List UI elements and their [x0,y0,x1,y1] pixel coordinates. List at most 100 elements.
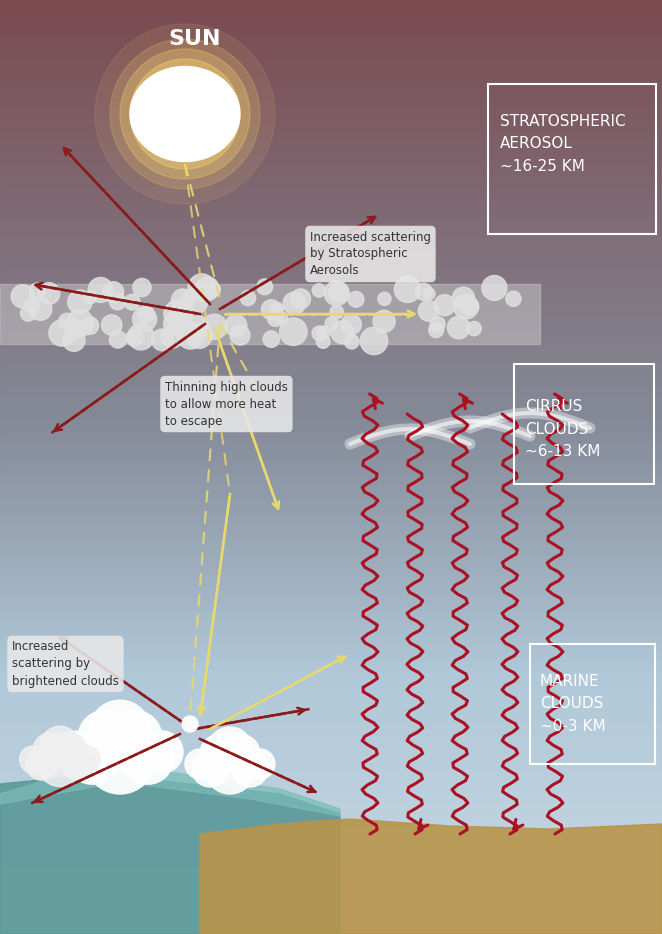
Bar [0,50,662,57]
Circle shape [312,284,326,297]
Circle shape [59,313,75,330]
Bar [0,46,662,52]
Circle shape [29,298,52,320]
Bar [0,321,662,328]
Bar [0,307,662,314]
Bar [0,886,662,893]
Bar [0,910,662,916]
Circle shape [38,742,83,786]
Bar [0,485,662,491]
Bar [0,461,662,468]
Bar [0,704,662,711]
Bar [0,130,662,136]
Bar [0,335,662,342]
Bar [0,555,662,561]
Bar [0,545,662,552]
Bar [0,8,662,15]
Bar [0,695,662,701]
Circle shape [177,322,204,349]
Bar [0,144,662,150]
Bar [0,686,662,692]
Bar [0,163,662,169]
Circle shape [63,329,85,351]
Bar [0,583,662,589]
Bar [0,401,662,407]
Bar [0,74,662,80]
Circle shape [51,732,87,769]
Bar [0,153,662,160]
Circle shape [461,298,479,316]
Bar [0,293,662,300]
Circle shape [188,274,216,302]
Bar [0,760,662,767]
Circle shape [152,329,173,351]
Circle shape [195,276,219,301]
Bar [0,868,662,874]
Bar [0,415,662,421]
Bar [0,139,662,146]
Circle shape [418,301,439,321]
Bar [0,700,662,706]
Circle shape [67,734,117,785]
Circle shape [261,300,281,319]
Bar [0,195,662,202]
Bar [0,214,662,220]
Circle shape [378,292,391,305]
Bar [0,821,662,828]
Bar [0,676,662,683]
Bar [0,513,662,519]
Bar [0,905,662,912]
Circle shape [170,302,193,325]
Circle shape [68,290,92,314]
Bar [0,634,662,641]
Bar [0,872,662,879]
Bar [0,480,662,487]
Circle shape [164,312,187,335]
Circle shape [415,283,432,301]
Circle shape [192,751,228,787]
Bar [0,858,662,865]
Bar [0,527,662,533]
Bar [0,517,662,524]
Circle shape [171,289,194,311]
Bar [0,134,662,141]
Bar [0,27,662,34]
Bar [0,812,662,818]
Bar [0,625,662,631]
Circle shape [124,294,140,310]
Circle shape [453,294,479,319]
Bar [0,368,662,375]
Circle shape [341,315,361,334]
Bar [0,774,662,781]
Circle shape [21,305,36,321]
Bar [0,630,662,636]
Circle shape [283,292,306,315]
Bar [0,457,662,463]
Circle shape [185,749,215,779]
Circle shape [325,317,338,330]
Text: Thinning high clouds
to allow more heat
to escape: Thinning high clouds to allow more heat … [165,380,288,428]
Bar [0,779,662,785]
Bar [0,13,662,20]
Bar [0,382,662,389]
Circle shape [430,317,445,332]
Bar [0,667,662,673]
Bar [0,536,662,543]
Circle shape [161,325,184,348]
Bar [0,88,662,94]
Bar [0,251,662,258]
Bar [0,928,662,934]
Bar [0,237,662,244]
Bar [0,751,662,757]
Circle shape [263,331,279,347]
Bar [0,340,662,347]
Circle shape [348,291,364,307]
Text: SUN: SUN [169,29,221,49]
Bar [0,438,662,445]
Bar [0,756,662,762]
Circle shape [128,323,154,350]
Bar [0,840,662,846]
Bar [0,503,662,510]
Bar [0,587,662,594]
Bar [0,242,662,248]
